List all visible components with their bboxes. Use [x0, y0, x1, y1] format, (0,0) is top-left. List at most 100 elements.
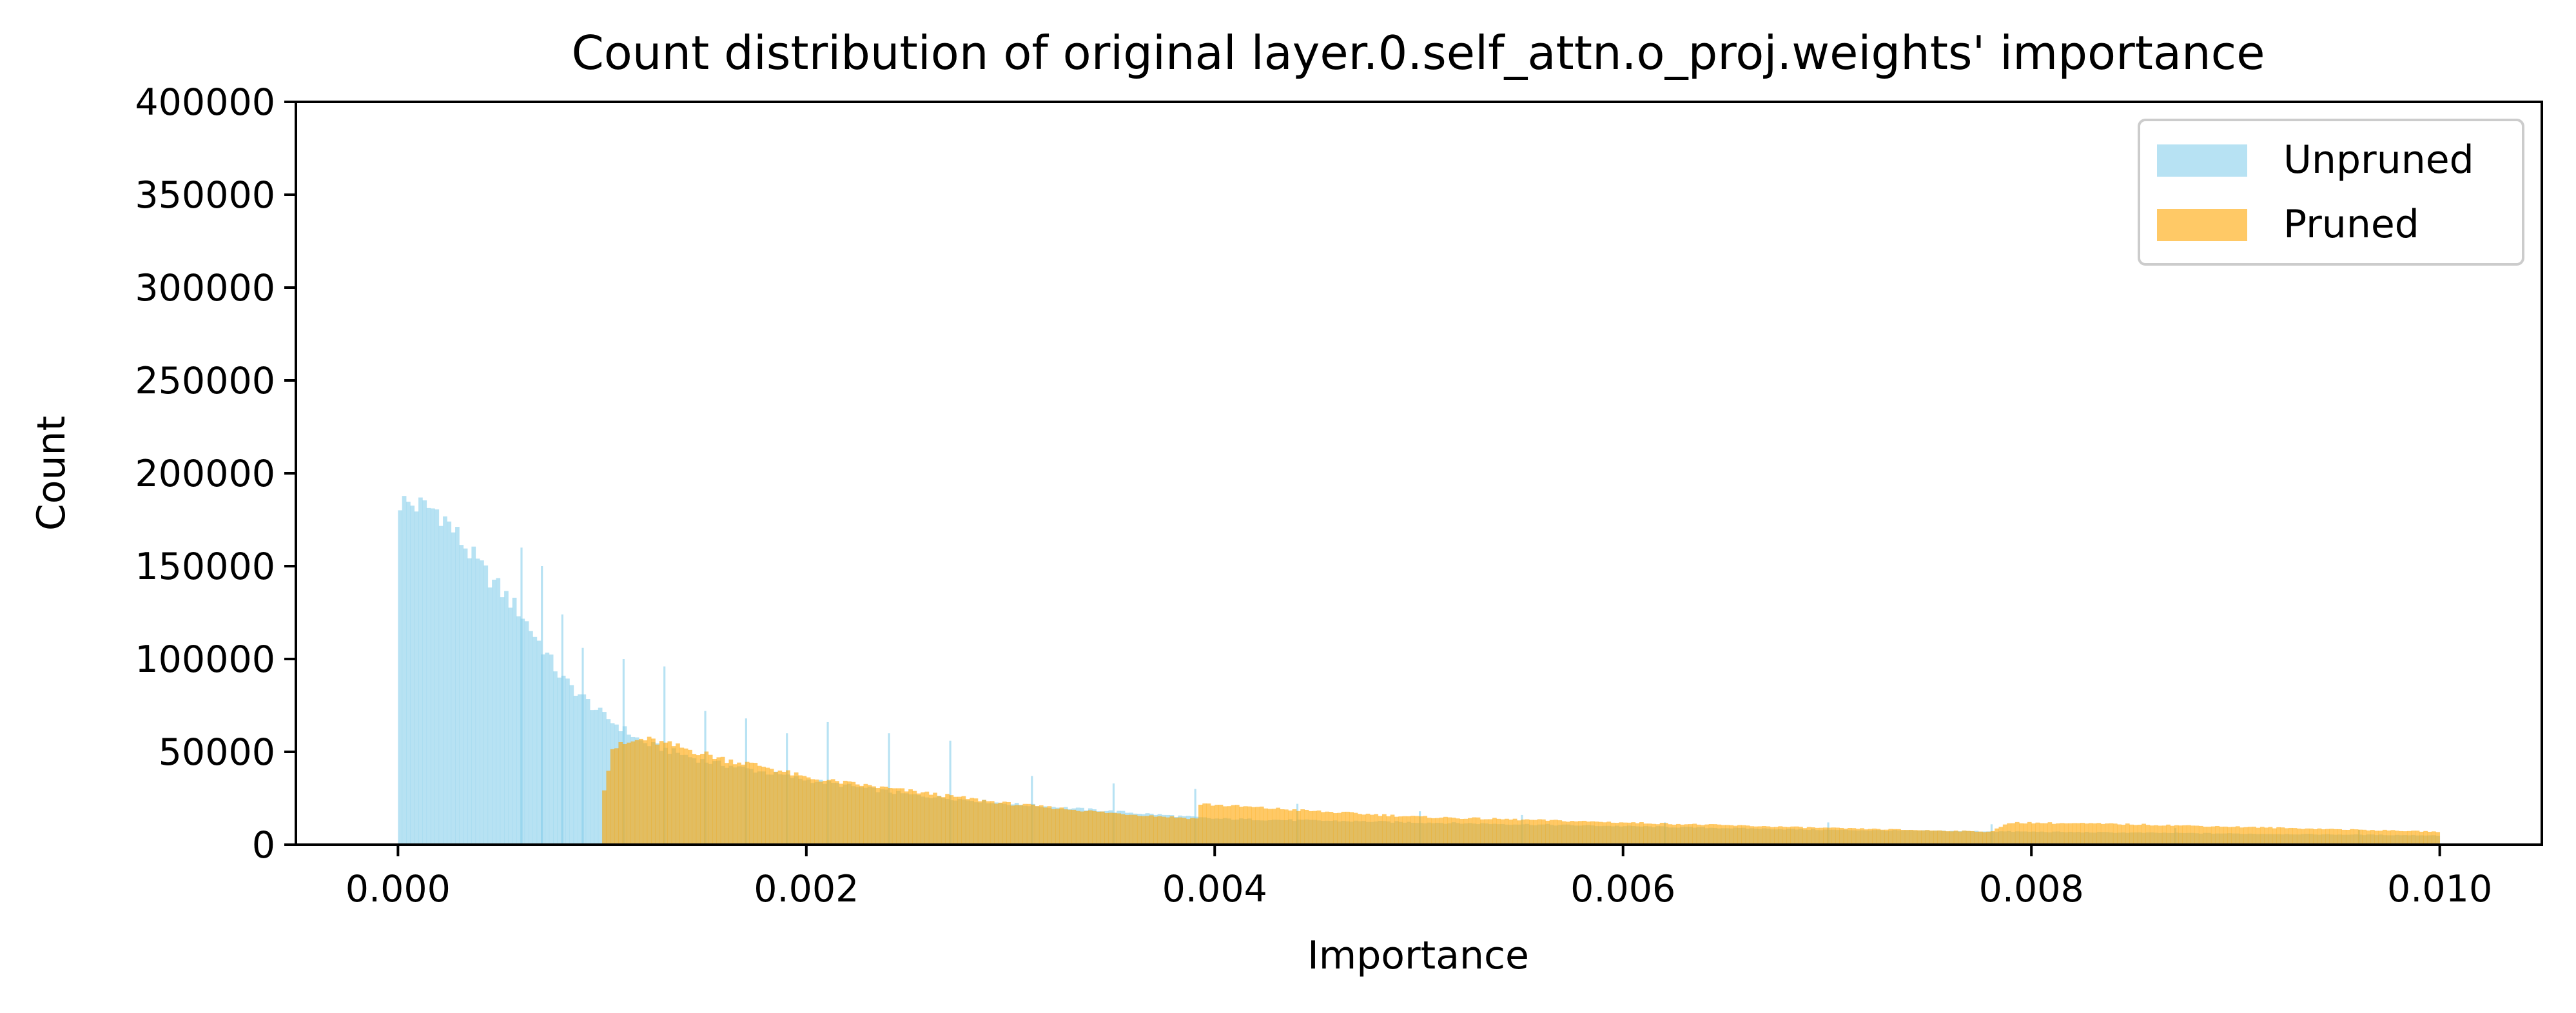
- bar: [1173, 818, 1178, 845]
- bar: [1802, 828, 1808, 845]
- bar: [2435, 832, 2441, 845]
- bar: [2252, 827, 2256, 845]
- bar: [1986, 831, 1991, 845]
- bar: [1031, 804, 1035, 845]
- bar: [1554, 820, 1558, 845]
- bar: [777, 771, 783, 845]
- bar: [1586, 821, 1591, 845]
- bar: [716, 757, 721, 845]
- bar: [1456, 818, 1460, 845]
- bar: [602, 790, 607, 845]
- bar: [2235, 826, 2240, 845]
- bar: [990, 801, 995, 845]
- bar: [2231, 827, 2236, 845]
- bar: [1676, 823, 1681, 845]
- bar: [410, 506, 415, 845]
- bar: [2203, 827, 2207, 845]
- bar: [1525, 819, 1530, 845]
- bar: [1394, 816, 1399, 845]
- bar: [663, 742, 668, 845]
- bar: [2284, 828, 2289, 845]
- bar: [810, 779, 815, 845]
- bar: [536, 640, 542, 845]
- bar: [2142, 823, 2146, 845]
- bar: [1541, 819, 1546, 845]
- bar: [977, 801, 982, 845]
- bar: [1909, 829, 1913, 845]
- bar: [585, 699, 590, 845]
- bar: [1133, 814, 1138, 845]
- bar: [1071, 809, 1077, 845]
- bar: [2337, 829, 2343, 845]
- bar: [422, 500, 427, 845]
- bar: [451, 532, 456, 845]
- bar: [414, 511, 419, 845]
- bar: [872, 786, 876, 845]
- bar: [1590, 821, 1595, 845]
- bar: [806, 777, 811, 845]
- bar: [720, 756, 725, 845]
- bar: [2272, 828, 2277, 845]
- bar: [1231, 805, 1236, 845]
- bar: [916, 793, 921, 845]
- bar: [618, 742, 623, 845]
- bar: [1198, 804, 1203, 845]
- bar: [1218, 804, 1224, 845]
- bar: [1505, 818, 1509, 845]
- bar: [1280, 809, 1285, 845]
- bar: [1178, 817, 1182, 845]
- bar: [438, 526, 444, 845]
- bar: [855, 784, 860, 845]
- bar: [1848, 827, 1852, 845]
- bar: [1594, 821, 1599, 845]
- bar: [2064, 823, 2069, 845]
- bar: [545, 653, 550, 845]
- bar: [2039, 823, 2044, 845]
- bar: [1578, 821, 1583, 845]
- bar: [1900, 830, 1906, 845]
- bar: [2105, 823, 2109, 845]
- bar: [1096, 811, 1101, 845]
- bar: [590, 710, 594, 845]
- bar: [2121, 825, 2126, 845]
- bar: [1603, 822, 1607, 845]
- bar: [1222, 806, 1227, 845]
- bar: [1545, 820, 1550, 845]
- bar: [1035, 806, 1040, 845]
- bar: [761, 767, 766, 845]
- bar: [1423, 816, 1428, 845]
- bar: [790, 775, 795, 845]
- bar: [573, 695, 578, 845]
- bar: [1288, 810, 1293, 845]
- bar: [1958, 831, 1962, 845]
- bar: [1124, 814, 1129, 845]
- bar: [1390, 814, 1395, 845]
- bar: [1194, 818, 1199, 845]
- bar: [1786, 827, 1791, 845]
- bar: [732, 764, 737, 845]
- bar: [1692, 823, 1697, 845]
- bar: [1480, 819, 1485, 845]
- x-tick-label: 0.010: [2387, 868, 2492, 910]
- chart-title: Count distribution of original layer.0.s…: [571, 26, 2265, 80]
- bar: [483, 565, 489, 845]
- bar: [1782, 827, 1787, 845]
- bar: [1247, 806, 1252, 845]
- bar-spike: [520, 547, 523, 845]
- bar: [496, 578, 501, 845]
- bar: [1365, 813, 1371, 845]
- y-tick-label: 100000: [135, 638, 275, 681]
- bar: [1341, 811, 1346, 845]
- bar: [1774, 827, 1779, 845]
- bar: [1312, 811, 1318, 845]
- bar: [1500, 819, 1505, 845]
- bar: [1419, 816, 1423, 845]
- bar: [1823, 827, 1828, 845]
- bar: [2178, 825, 2183, 845]
- bar: [2031, 823, 2036, 845]
- bar: [1557, 820, 1563, 845]
- bar: [480, 560, 484, 845]
- bar: [622, 744, 627, 845]
- bar: [2223, 826, 2228, 845]
